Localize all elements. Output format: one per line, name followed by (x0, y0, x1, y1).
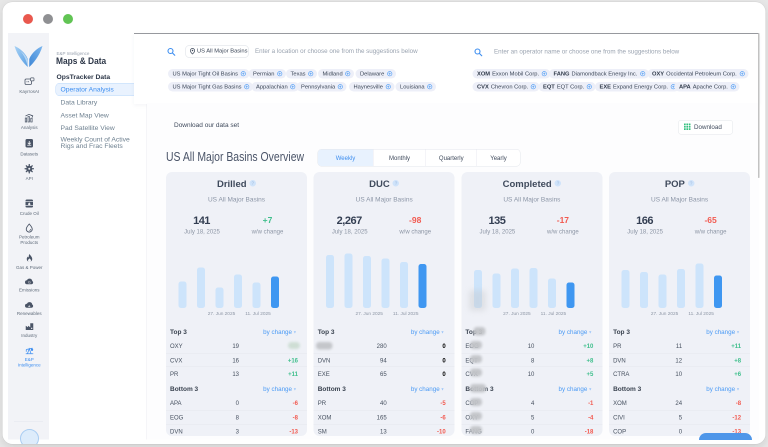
svg-text:G: G (28, 281, 31, 285)
